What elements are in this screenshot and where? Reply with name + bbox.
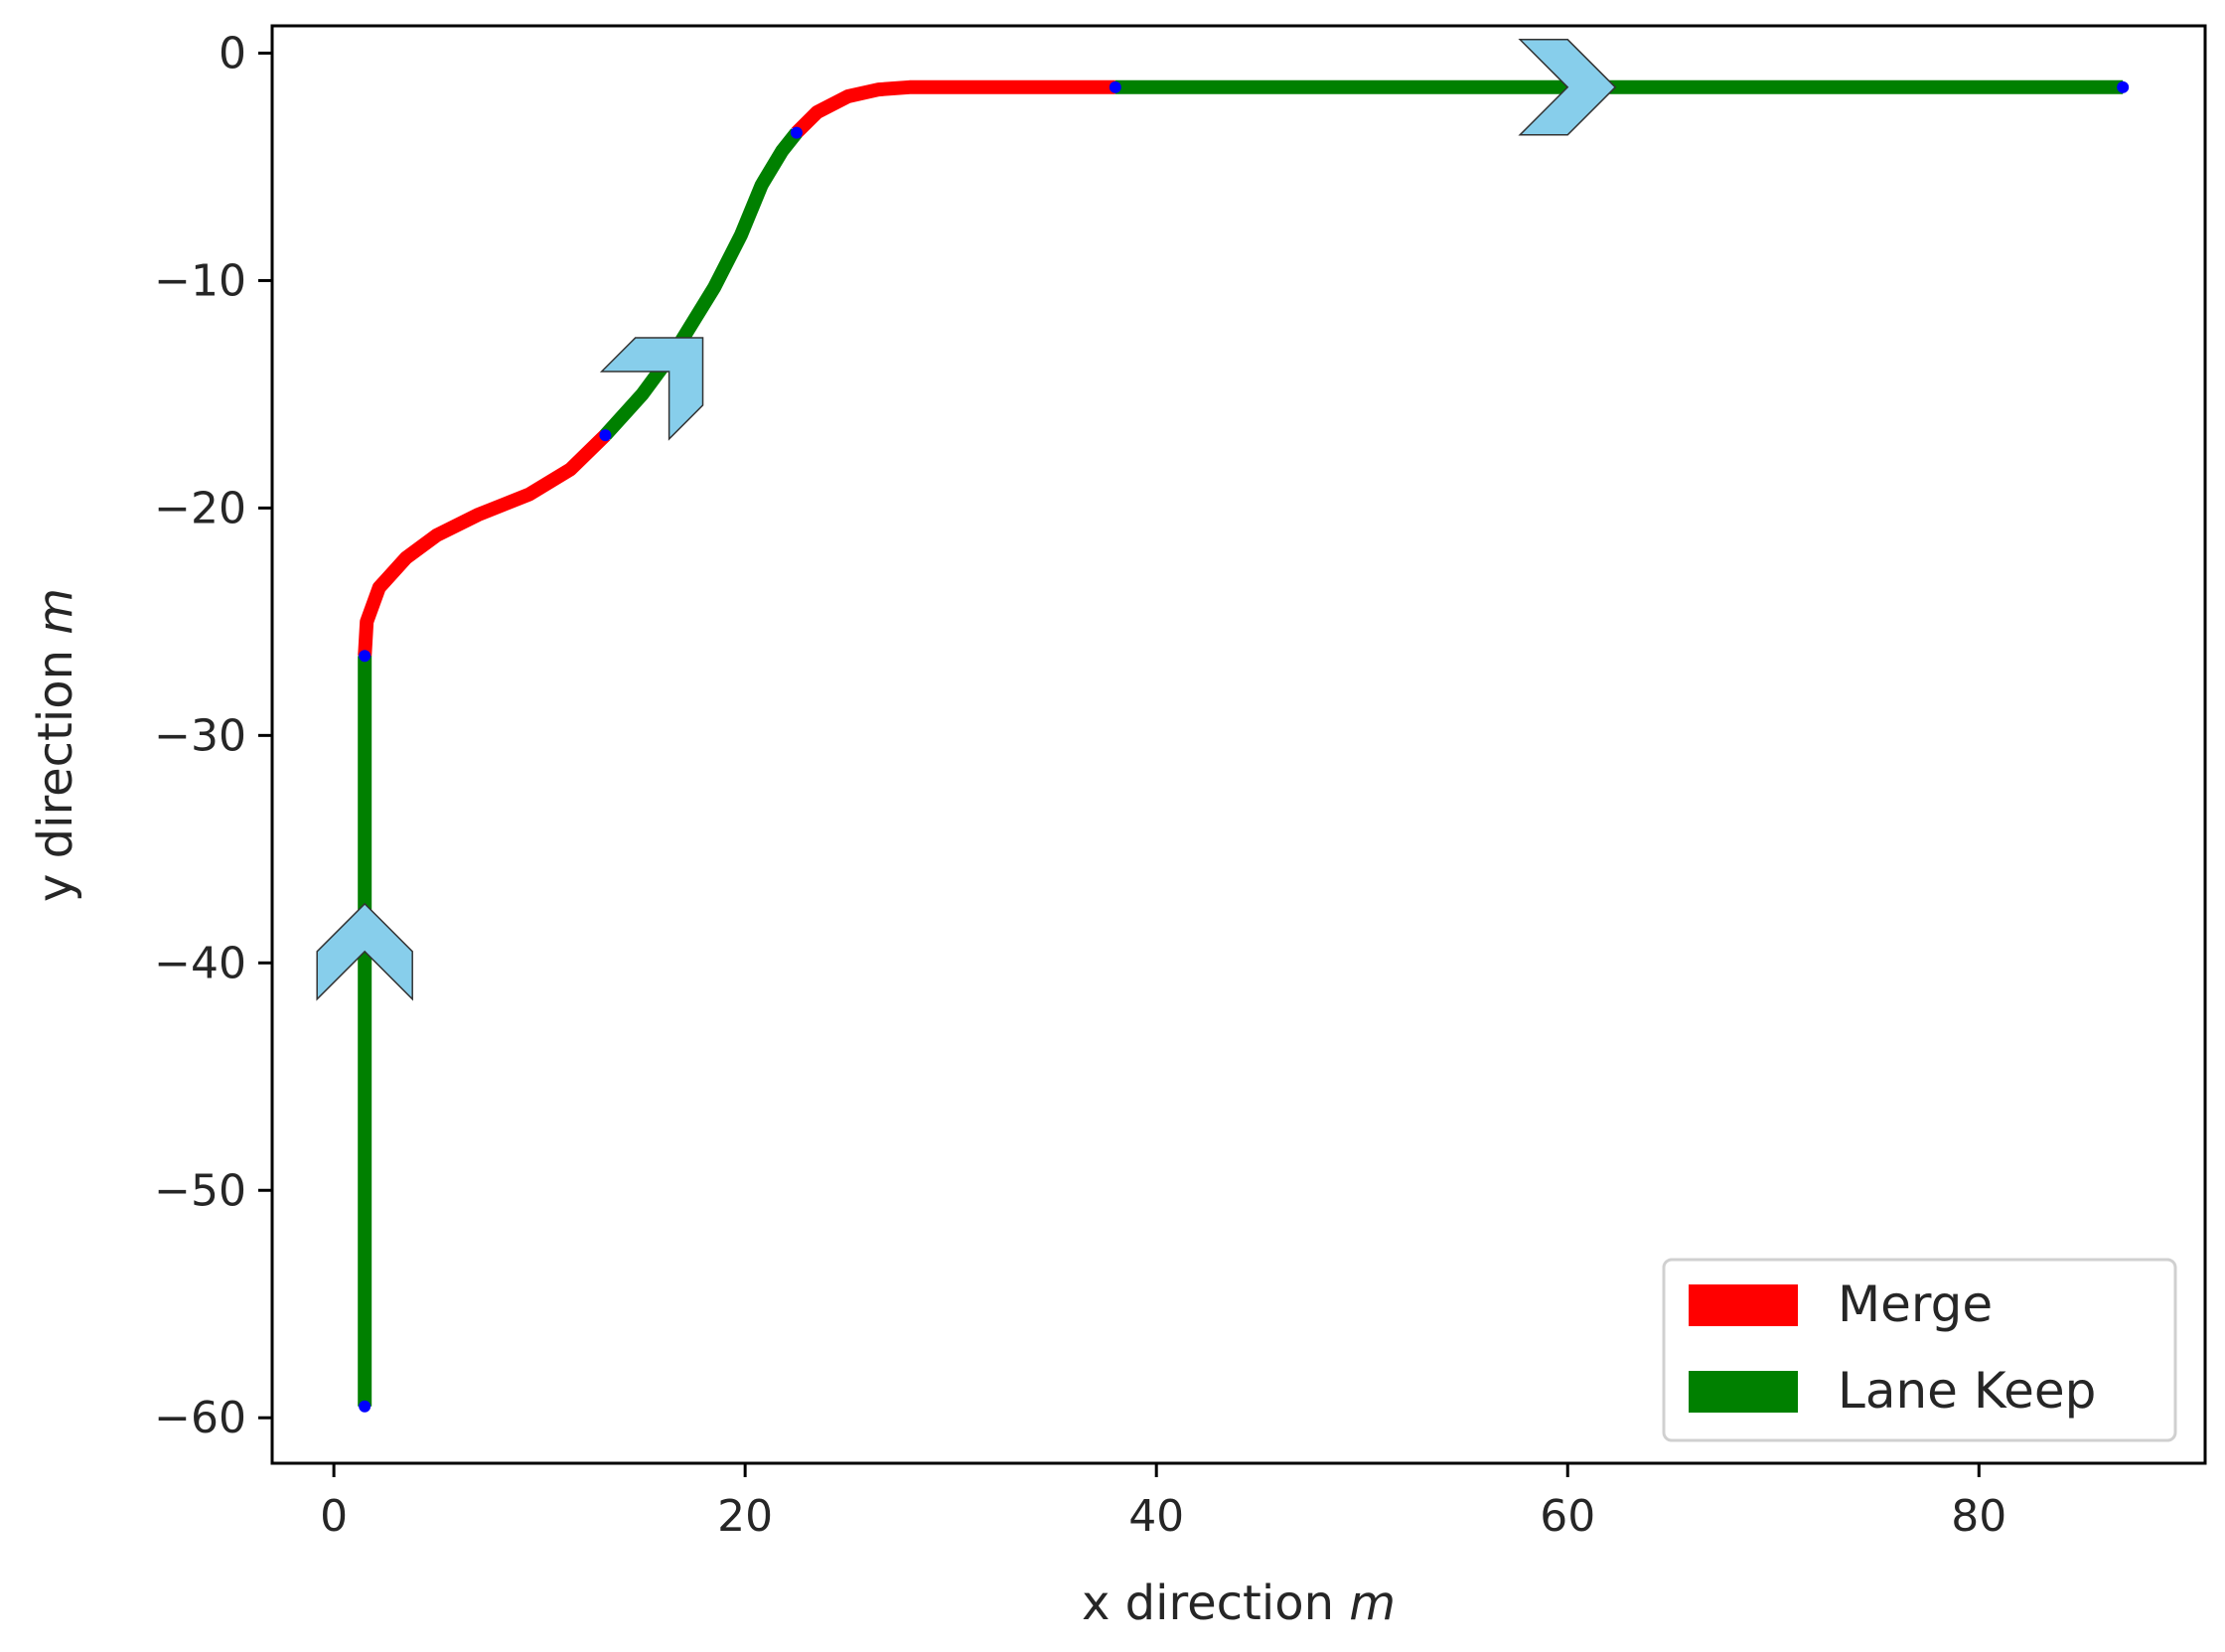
- legend-swatch-lane-keep: [1689, 1371, 1798, 1413]
- direction-arrows: [316, 39, 1617, 1001]
- y-axis-label: y direction m: [28, 588, 83, 902]
- legend-label-merge: Merge: [1838, 1276, 1993, 1333]
- x-tick-label: 20: [717, 1491, 773, 1542]
- series-line-lane-keep-2: [600, 128, 803, 440]
- y-tick-label: 0: [219, 28, 246, 78]
- transition-point: [359, 650, 371, 663]
- y-tick-label: −60: [154, 1393, 246, 1443]
- transition-point: [359, 1400, 371, 1413]
- y-tick-label: −30: [154, 710, 246, 761]
- legend: Merge Lane Keep: [1662, 1258, 2177, 1442]
- y-tick-label: −20: [154, 483, 246, 533]
- y-tick-label: −40: [154, 938, 246, 988]
- direction-arrow: [316, 902, 413, 1001]
- series-line-merge-2: [791, 79, 1115, 138]
- transition-point: [2117, 80, 2130, 93]
- legend-swatch-merge: [1689, 1284, 1798, 1326]
- direction-arrow: [599, 337, 704, 441]
- x-tick-label: 60: [1540, 1491, 1595, 1542]
- x-axis-label: x direction m: [1082, 1576, 1396, 1631]
- y-tick-label: −10: [154, 255, 246, 306]
- series-line-merge-1: [358, 430, 611, 657]
- y-axis: 0 −10 −20 −30 −40 −50 −60: [154, 28, 272, 1443]
- y-tick-label: −50: [154, 1165, 246, 1216]
- legend-label-lane-keep: Lane Keep: [1838, 1362, 2096, 1420]
- transition-point: [599, 429, 612, 442]
- transition-points: [359, 80, 2130, 1413]
- direction-arrow: [1518, 39, 1617, 136]
- transition-point: [790, 126, 803, 139]
- plot-area: [270, 24, 2207, 1465]
- x-axis: 0 20 40 60 80: [320, 1463, 2006, 1542]
- x-tick-label: 80: [1951, 1491, 2006, 1542]
- x-tick-label: 0: [320, 1491, 348, 1542]
- transition-point: [1109, 80, 1121, 93]
- x-tick-label: 40: [1128, 1491, 1184, 1542]
